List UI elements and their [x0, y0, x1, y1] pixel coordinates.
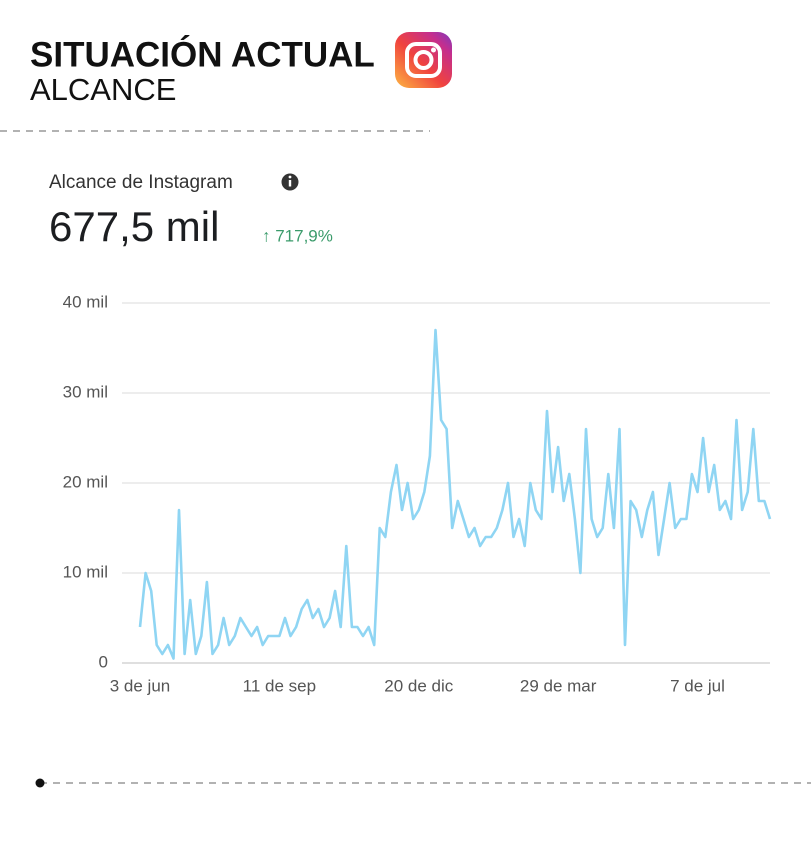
- reach-line: [138, 328, 772, 660]
- y-tick-label: 10 mil: [63, 562, 108, 581]
- y-tick-label: 0: [99, 652, 108, 671]
- divider-dot: [35, 778, 45, 788]
- y-tick-label: 40 mil: [63, 292, 108, 311]
- x-tick-label: 20 de dic: [384, 676, 453, 695]
- y-tick-label: 20 mil: [63, 472, 108, 491]
- x-tick-label: 11 de sep: [243, 676, 316, 695]
- x-tick-label: 7 de jul: [670, 676, 725, 695]
- header-title: SITUACIÓN ACTUAL: [30, 34, 375, 74]
- x-tick-label: 3 de jun: [110, 676, 171, 695]
- header-subtitle: ALCANCE: [30, 72, 176, 107]
- change: ↑ 717,9%: [262, 226, 333, 245]
- y-tick-label: 30 mil: [63, 382, 108, 401]
- instagram-icon: [395, 32, 452, 88]
- x-tick-label: 29 de mar: [520, 676, 597, 695]
- chart-title: Alcance de Instagram: [49, 172, 233, 193]
- info-icon: [281, 173, 299, 191]
- total-reach: 677,5 mil: [49, 203, 219, 250]
